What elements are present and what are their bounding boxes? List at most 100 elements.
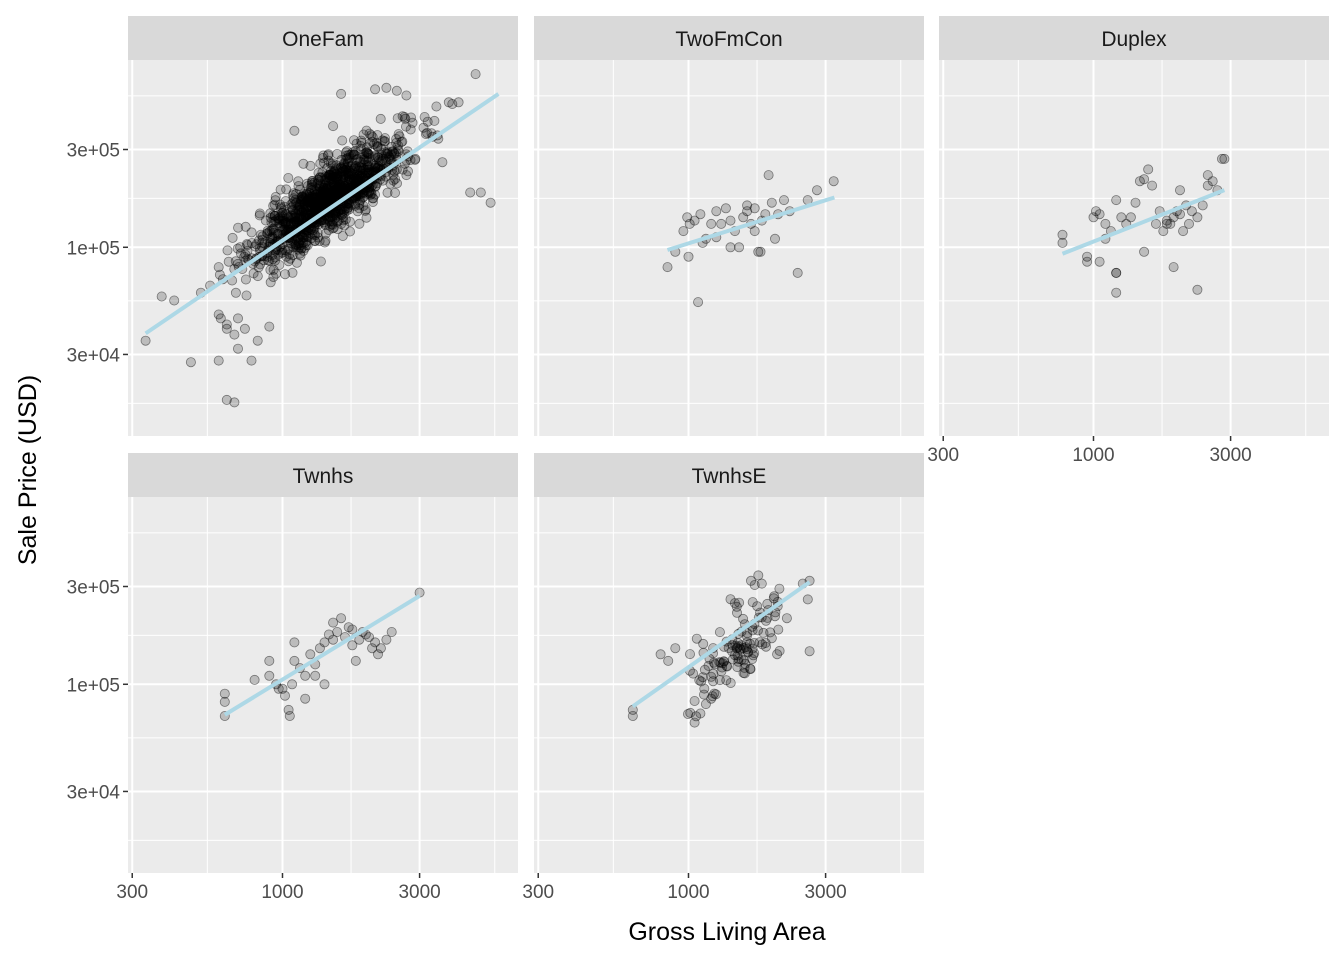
data-point [697, 672, 708, 683]
data-point [284, 249, 295, 260]
data-point [343, 202, 354, 213]
data-point [372, 152, 383, 163]
data-point [323, 192, 334, 203]
data-point [706, 671, 717, 682]
data-point [322, 196, 333, 207]
data-point [306, 191, 317, 202]
data-point [323, 185, 334, 196]
data-point [300, 200, 311, 211]
data-point [329, 165, 340, 176]
data-point [360, 204, 371, 215]
data-point [268, 200, 279, 211]
data-point [294, 211, 305, 222]
data-point [232, 343, 243, 354]
data-point [275, 199, 286, 210]
data-point [298, 204, 309, 215]
data-point [349, 173, 360, 184]
y-axis-row-2: 3e+04 1e+05 3e+05 [67, 577, 128, 803]
data-point [333, 188, 344, 199]
data-point [314, 198, 325, 209]
data-point [305, 649, 316, 660]
data-point [358, 165, 369, 176]
data-point [246, 227, 257, 238]
data-point [757, 639, 768, 650]
data-point [350, 177, 361, 188]
data-point [351, 138, 362, 149]
data-point [711, 206, 722, 217]
data-point [367, 643, 378, 654]
data-point [758, 627, 769, 638]
data-point [401, 90, 412, 101]
data-point [332, 172, 343, 183]
data-point [320, 171, 331, 182]
data-point [768, 593, 779, 604]
data-point [358, 200, 369, 211]
data-point [300, 232, 311, 243]
data-point [297, 196, 308, 207]
data-point [341, 150, 352, 161]
data-point [323, 149, 334, 160]
data-point [376, 143, 387, 154]
data-point [320, 235, 331, 246]
data-point [337, 212, 348, 223]
data-point [1158, 226, 1169, 237]
data-point [391, 85, 402, 96]
data-point [329, 180, 340, 191]
data-point [731, 643, 742, 654]
data-point [285, 219, 296, 230]
data-point [348, 135, 359, 146]
data-point [689, 717, 700, 728]
data-point [323, 155, 334, 166]
data-point [248, 268, 259, 279]
data-point [280, 216, 291, 227]
data-point [367, 136, 378, 147]
data-point [239, 251, 250, 262]
data-point [254, 210, 265, 221]
data-point [297, 193, 308, 204]
data-point [734, 643, 745, 654]
data-point [323, 180, 334, 191]
data-point [344, 204, 355, 215]
data-point [318, 199, 329, 210]
data-point [379, 133, 390, 144]
data-point [318, 183, 329, 194]
data-point [230, 287, 241, 298]
data-point [321, 191, 332, 202]
data-point [363, 161, 374, 172]
data-point [302, 209, 313, 220]
data-point [1143, 164, 1154, 175]
data-point [343, 198, 354, 209]
data-point [310, 203, 321, 214]
data-point [314, 199, 325, 210]
data-point [773, 624, 784, 635]
data-point [331, 173, 342, 184]
data-point [321, 198, 332, 209]
facet-duplex: Duplex [939, 16, 1329, 436]
data-point [376, 150, 387, 161]
data-point [294, 214, 305, 225]
data-point [295, 196, 306, 207]
data-point [689, 215, 700, 226]
data-point [327, 188, 338, 199]
data-point [344, 153, 355, 164]
data-point [375, 156, 386, 167]
data-point [1202, 180, 1213, 191]
data-point [301, 188, 312, 199]
data-point [386, 141, 397, 152]
data-point [268, 227, 279, 238]
data-point [695, 209, 706, 220]
data-point [340, 183, 351, 194]
data-point [327, 188, 338, 199]
data-point [355, 165, 366, 176]
data-point [266, 225, 277, 236]
data-point [733, 656, 744, 667]
data-point [379, 136, 390, 147]
data-point [662, 262, 673, 273]
data-point [309, 198, 320, 209]
x-tick-label: 1000 [261, 882, 303, 903]
data-point [241, 290, 252, 301]
data-point [328, 216, 339, 227]
data-point [249, 674, 260, 685]
data-point [342, 157, 353, 168]
data-point [347, 147, 358, 158]
